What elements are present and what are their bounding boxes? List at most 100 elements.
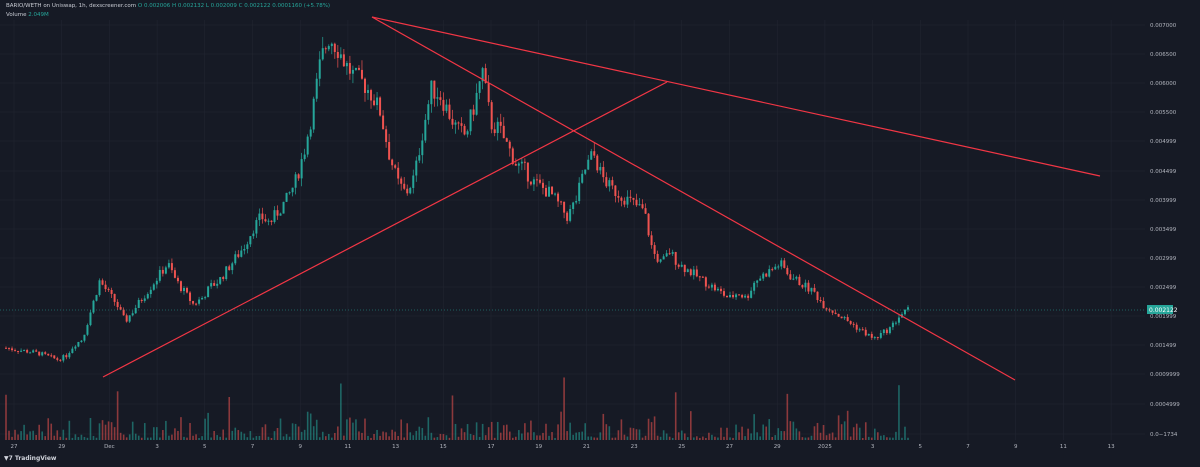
candle-body (765, 273, 768, 277)
candle-body (86, 325, 89, 335)
candle-body (213, 283, 216, 286)
volume-bar (732, 437, 734, 440)
volume-bar (171, 434, 173, 440)
candle-body (373, 100, 376, 106)
volume-bar (246, 437, 249, 440)
volume-bar (324, 436, 327, 440)
candle-body (360, 69, 363, 79)
volume-bar (11, 436, 13, 440)
volume-bar (587, 436, 590, 440)
volume-bar (560, 411, 562, 440)
x-tick-label: 9 (298, 444, 302, 450)
volume-bar (889, 437, 891, 440)
volume-bar (677, 432, 680, 440)
candle-body (879, 333, 882, 338)
candle-body (342, 54, 345, 67)
volume-bar (726, 427, 728, 440)
candle-body (454, 122, 457, 125)
candle-body (357, 67, 360, 70)
candle-body (348, 63, 351, 74)
candle-body (74, 346, 77, 349)
candle-body (222, 277, 225, 280)
volume-bar (264, 424, 267, 440)
price-axis[interactable]: 0.007000 0.006500 0.006000 0.005500 0.004999… (1150, 23, 1180, 438)
volume-bar (798, 431, 801, 440)
volume-bar (364, 418, 366, 440)
volume-bar (400, 419, 402, 440)
volume-bar (309, 413, 312, 440)
volume-bar (153, 427, 155, 440)
candle-body (707, 286, 710, 288)
candle-body (831, 310, 834, 313)
volume-bar (508, 431, 511, 440)
candle-body (448, 104, 451, 119)
volume-bar (376, 429, 378, 440)
candle-body (98, 280, 101, 296)
volume-bar (774, 435, 777, 440)
volume-bar (711, 434, 713, 440)
candle-body (560, 201, 563, 203)
candle-body (668, 253, 671, 255)
candle-body (729, 294, 732, 298)
time-axis[interactable]: 27 29 Dec 3 5 7 9 11 13 15 17 19 21 23 25 27 29 2025 3 5 7 9 1… (11, 444, 1116, 450)
candle-body (548, 186, 551, 197)
volume-bar (768, 419, 771, 440)
candle-body (870, 333, 873, 338)
volume-bar (231, 430, 234, 440)
x-tick-label: 5 (919, 444, 923, 450)
x-tick-label: 11 (344, 444, 351, 450)
volume-bar (358, 431, 360, 440)
volume-bar (481, 423, 484, 440)
candle-body (41, 352, 44, 356)
volume-bar (524, 423, 526, 440)
chart-header: BARIO/WETH on Uniswap, 1h, dexscreener.c… (6, 3, 330, 9)
candle-body (312, 98, 315, 130)
x-tick-label: 3 (155, 444, 159, 450)
x-tick-label: 21 (583, 444, 590, 450)
volume-bar (472, 435, 475, 440)
volume-bar (466, 424, 469, 440)
candle-body (523, 161, 526, 163)
volume-bar (484, 435, 487, 440)
volume-bar (26, 434, 28, 440)
candle-body (753, 282, 756, 291)
candle-body (813, 287, 816, 292)
candle-body (798, 276, 801, 286)
candle-body (662, 256, 665, 260)
candle-body (750, 290, 753, 298)
volume-bar (346, 419, 348, 440)
y-tick-label: 0.001499 (1150, 343, 1177, 349)
candle-body (508, 141, 511, 149)
volume-bar (216, 435, 218, 440)
tradingview-logo[interactable]: ▼7 TradingView (4, 455, 56, 462)
candle-body (511, 148, 514, 164)
candle-body (532, 179, 535, 185)
volume-bar (783, 431, 786, 440)
candle-body (747, 295, 750, 298)
volume-bar (904, 426, 906, 440)
candle-body (445, 104, 448, 111)
x-tick-label: 9 (1014, 444, 1018, 450)
candle-body (563, 201, 566, 213)
volume-bar (717, 437, 719, 440)
volume-bar (551, 432, 553, 440)
candle-body (587, 159, 590, 170)
volume-bar (327, 433, 330, 440)
candle-body (146, 294, 149, 299)
candle-body (554, 193, 557, 195)
volume-bar (59, 436, 62, 440)
volume-bar (542, 432, 544, 440)
volume-bar (382, 431, 384, 440)
candle-body (535, 179, 538, 181)
y-tick-label: 0.007000 (1150, 23, 1177, 29)
volume-bar (110, 422, 113, 440)
candle-body (840, 316, 843, 319)
volume-bar (228, 396, 231, 440)
volume-bar (321, 431, 324, 440)
volume-bar (512, 437, 514, 440)
x-tick-label: 3 (871, 444, 875, 450)
volume-bar (306, 411, 309, 440)
candle-body (273, 210, 276, 222)
candle-body (891, 322, 894, 328)
